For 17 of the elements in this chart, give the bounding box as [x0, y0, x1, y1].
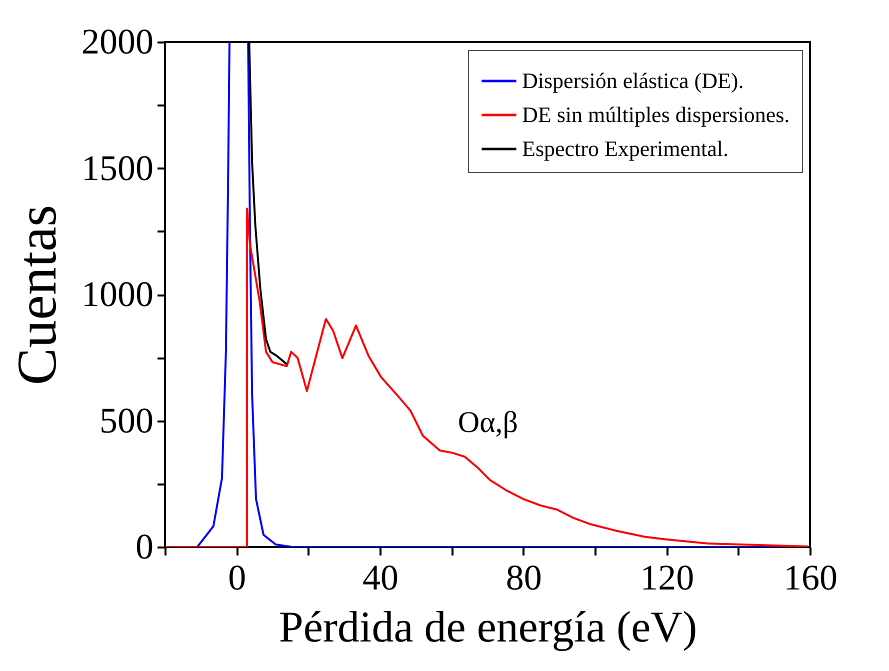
line-series [165, 208, 810, 547]
x-tick-label: 80 [506, 558, 542, 598]
legend-label: Dispersión elástica (DE). [522, 68, 744, 93]
legend-label: DE sin múltiples dispersiones. [522, 102, 790, 127]
y-tick-label: 2000 [82, 22, 154, 62]
y-axis-title: Cuentas [6, 204, 68, 386]
x-axis-title: Pérdida de energía (eV) [278, 602, 698, 652]
y-tick-label: 1000 [82, 274, 154, 314]
annotation: Oα,β [458, 406, 518, 439]
x-tick-label: 0 [228, 558, 246, 598]
x-tick-label: 160 [784, 558, 838, 598]
y-tick-label: 1500 [82, 148, 154, 188]
legend-label: Espectro Experimental. [522, 136, 728, 161]
y-tick-label: 500 [100, 400, 154, 440]
y-tick-label: 0 [136, 526, 154, 566]
x-tick-label: 120 [640, 558, 694, 598]
x-tick-label: 40 [362, 558, 398, 598]
